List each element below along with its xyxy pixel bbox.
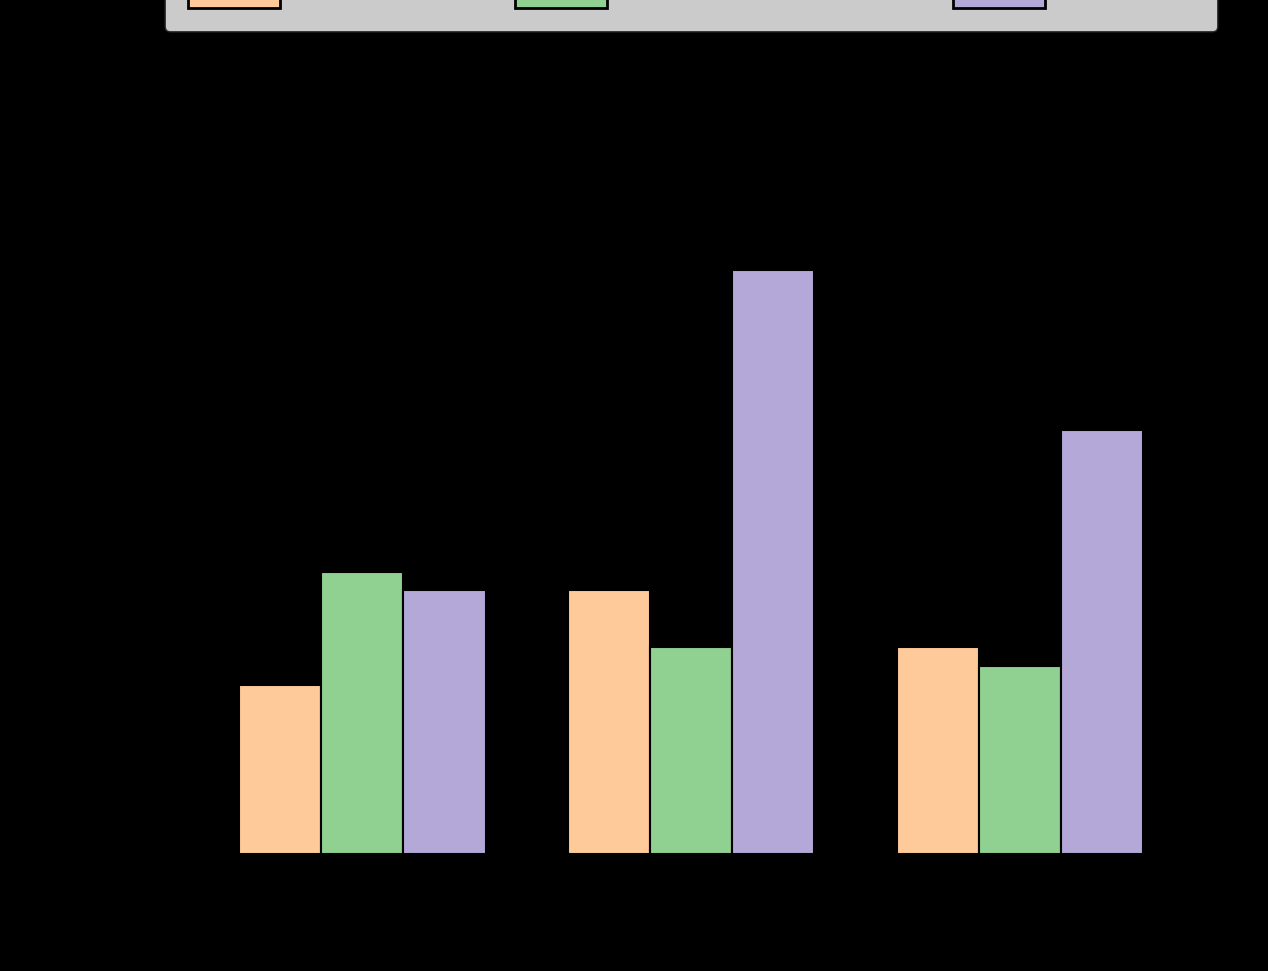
Bar (568, 590, 650, 854)
Bar (238, 685, 321, 854)
Legend: Abduction, Internal rotation, Flexion: Abduction, Internal rotation, Flexion (164, 0, 1219, 32)
Bar (979, 666, 1061, 854)
Bar (732, 270, 814, 854)
Bar (1061, 430, 1144, 854)
Bar (896, 647, 979, 854)
Bar (321, 572, 403, 854)
Bar (403, 590, 486, 854)
Bar (650, 647, 732, 854)
